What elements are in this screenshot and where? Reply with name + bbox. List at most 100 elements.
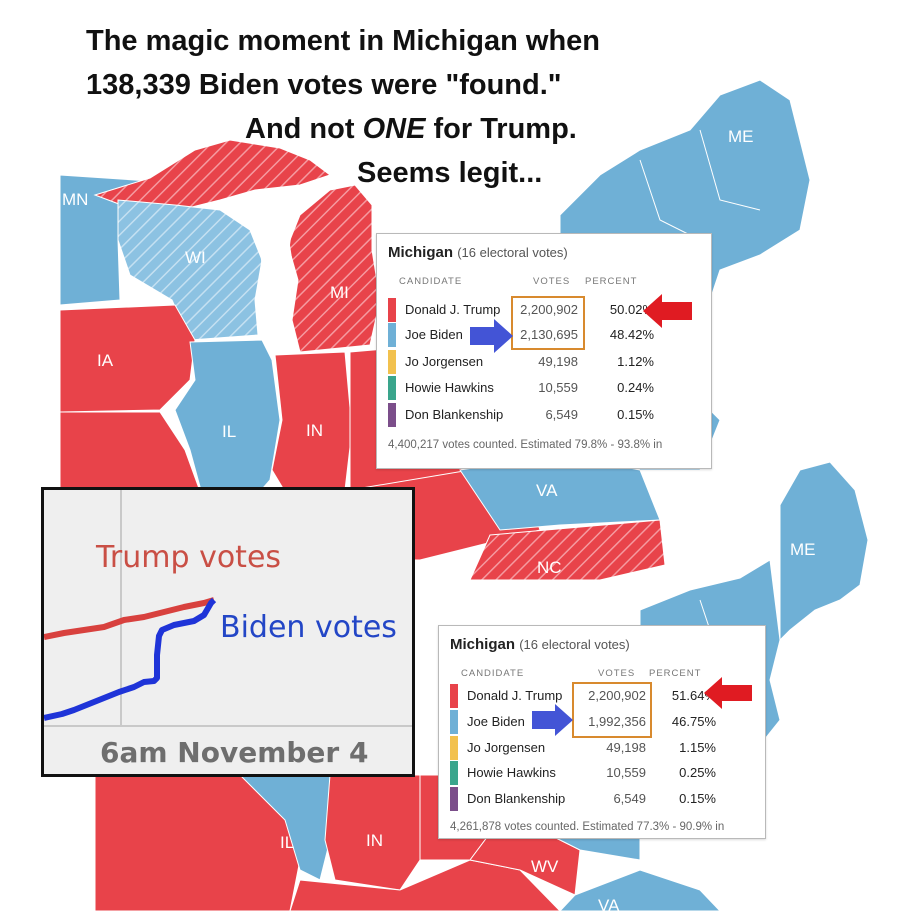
col-candidate-header: CANDIDATE — [399, 276, 463, 287]
candidate-name: Howie Hawkins — [405, 380, 494, 395]
party-swatch — [450, 710, 458, 734]
blue-arrow-top-icon — [470, 319, 513, 353]
col-candidate-header: CANDIDATE — [461, 668, 525, 679]
candidate-votes: 6,549 — [613, 791, 646, 806]
vote-trend-lines — [44, 490, 412, 727]
candidate-votes: 1,992,356 — [588, 714, 646, 729]
headline-line-3: And not ONE for Trump. — [245, 115, 577, 144]
candidate-row-trump: Donald J. Trump 2,200,902 50.02% — [388, 298, 658, 322]
label-mn: MN — [62, 190, 88, 209]
candidate-percent: 0.24% — [617, 380, 654, 395]
candidate-row-hawkins: Howie Hawkins 10,559 0.25% — [450, 761, 720, 785]
votes-highlight-box — [511, 296, 585, 350]
headline-line-2: 138,339 Biden votes were "found." — [86, 69, 562, 101]
label-wi: WI — [185, 248, 206, 267]
candidate-percent: 50.02% — [609, 302, 654, 317]
timestamp-label: 6am November 4 — [100, 736, 369, 769]
label-me: ME — [728, 127, 754, 146]
candidate-row-jorgensen: Jo Jorgensen 49,198 1.12% — [388, 350, 658, 374]
vote-trend-inset: Trump votes Biden votes 6am November 4 — [41, 487, 415, 777]
party-swatch — [450, 761, 458, 785]
candidate-percent: 51.64% — [671, 688, 716, 703]
candidate-row-trump: Donald J. Trump 2,200,902 51.64% — [450, 684, 720, 708]
party-swatch — [450, 684, 458, 708]
candidate-name: Donald J. Trump — [467, 688, 563, 703]
candidate-name: Joe Biden — [467, 714, 525, 729]
state-mi-lower — [287, 184, 381, 353]
panel-title: Michigan (16 electoral votes) — [388, 244, 568, 261]
party-swatch — [388, 403, 396, 427]
candidate-percent: 0.15% — [679, 791, 716, 806]
state-va-bottom — [559, 869, 721, 911]
candidate-name: Don Blankenship — [405, 407, 504, 422]
trump-votes-label: Trump votes — [96, 540, 282, 575]
candidate-name: Joe Biden — [405, 327, 463, 342]
candidate-votes: 2,200,902 — [520, 302, 578, 317]
label-ia: IA — [97, 351, 114, 370]
candidate-votes: 2,130,695 — [520, 327, 578, 342]
results-panel-bottom: Michigan (16 electoral votes) CANDIDATE … — [438, 625, 766, 839]
candidate-row-blankenship: Don Blankenship 6,549 0.15% — [388, 403, 658, 427]
results-panel-top: Michigan (16 electoral votes) CANDIDATE … — [376, 233, 712, 469]
candidate-name: Jo Jorgensen — [467, 740, 546, 755]
label-mi: MI — [330, 283, 349, 302]
col-percent-header: PERCENT — [585, 276, 638, 287]
label-nc: NC — [537, 558, 562, 577]
trump-trend-line — [44, 597, 215, 640]
headline-line-3-emphasis: ONE — [362, 113, 426, 145]
votes-counted-footer: 4,261,878 votes counted. Estimated 77.3%… — [450, 821, 725, 833]
label-va-bottom: VA — [598, 896, 620, 911]
candidate-row-biden: Joe Biden 1,992,356 46.75% — [450, 710, 720, 734]
col-votes-header: VOTES — [598, 668, 636, 679]
candidate-votes: 10,559 — [606, 765, 646, 780]
candidate-row-biden: Joe Biden 2,130,695 48.42% — [388, 323, 658, 347]
candidate-name: Don Blankenship — [467, 791, 566, 806]
red-arrow-top-icon — [643, 294, 692, 328]
candidate-row-hawkins: Howie Hawkins 10,559 0.24% — [388, 376, 658, 400]
state-wi — [117, 199, 263, 341]
panel-title: Michigan (16 electoral votes) — [450, 636, 630, 653]
party-swatch — [388, 298, 396, 322]
red-arrow-bottom-icon — [704, 677, 752, 709]
candidate-name: Donald J. Trump — [405, 302, 501, 317]
headline-line-4: Seems legit... — [357, 157, 543, 189]
label-me-bottom: ME — [790, 540, 816, 559]
candidate-votes: 49,198 — [538, 354, 578, 369]
col-votes-header: VOTES — [533, 276, 571, 287]
candidate-percent: 1.12% — [617, 354, 654, 369]
party-swatch — [450, 787, 458, 811]
state-ia — [60, 304, 196, 413]
col-percent-header: PERCENT — [649, 668, 702, 679]
candidate-votes: 10,559 — [538, 380, 578, 395]
votes-counted-footer: 4,400,217 votes counted. Estimated 79.8%… — [388, 439, 663, 451]
blue-arrow-bottom-icon — [532, 704, 573, 736]
votes-highlight-box — [572, 682, 652, 738]
headline-line-3-post: for Trump. — [425, 113, 577, 145]
label-wv-bottom: WV — [531, 857, 559, 876]
label-in: IN — [306, 421, 323, 440]
label-in-bottom: IN — [366, 831, 383, 850]
party-swatch — [388, 350, 396, 374]
headline-line-1: The magic moment in Michigan when — [86, 25, 600, 57]
party-swatch — [388, 323, 396, 347]
candidate-percent: 1.15% — [679, 740, 716, 755]
candidate-name: Howie Hawkins — [467, 765, 556, 780]
candidate-percent: 46.75% — [671, 714, 716, 729]
candidate-percent: 48.42% — [609, 327, 654, 342]
candidate-row-blankenship: Don Blankenship 6,549 0.15% — [450, 787, 720, 811]
candidate-row-jorgensen: Jo Jorgensen 49,198 1.15% — [450, 736, 720, 760]
candidate-votes: 6,549 — [545, 407, 578, 422]
candidate-percent: 0.15% — [617, 407, 654, 422]
state-nc — [469, 519, 666, 580]
candidate-votes: 49,198 — [606, 740, 646, 755]
label-va: VA — [536, 481, 558, 500]
candidate-percent: 0.25% — [679, 765, 716, 780]
headline-line-3-pre: And not — [245, 113, 363, 145]
candidate-votes: 2,200,902 — [588, 688, 646, 703]
lake-michigan — [258, 205, 296, 340]
biden-votes-label: Biden votes — [220, 610, 397, 645]
party-swatch — [450, 736, 458, 760]
biden-trend-line — [44, 597, 217, 721]
label-il: IL — [222, 422, 236, 441]
